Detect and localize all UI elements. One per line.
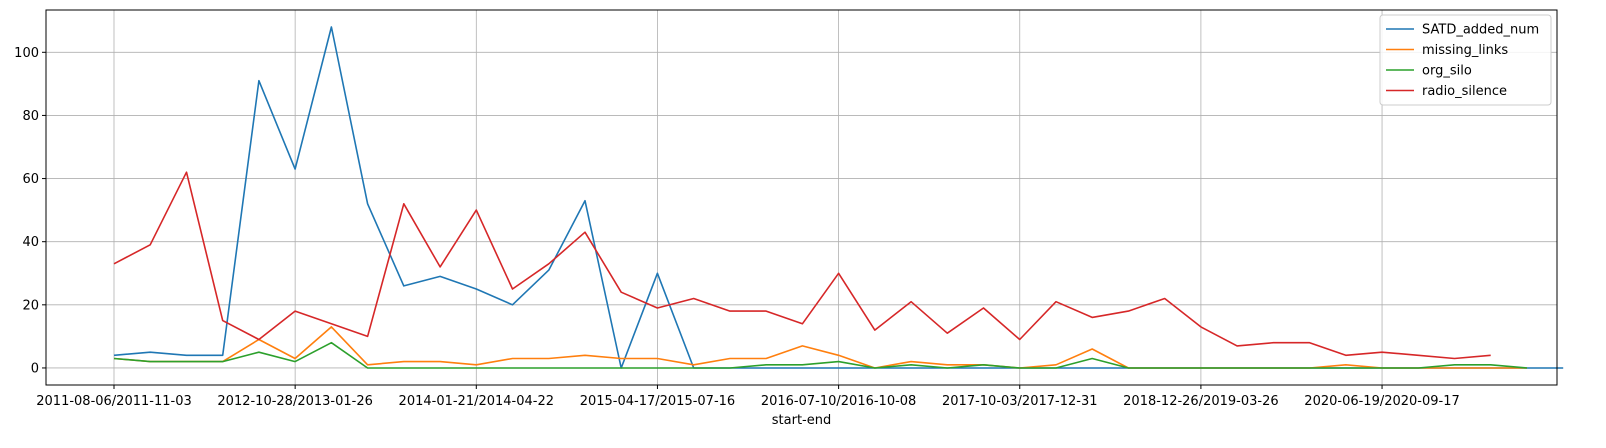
legend-label: org_silo	[1422, 64, 1472, 79]
grid-lines	[46, 10, 1557, 385]
x-tick-label: 2017-10-03/2017-12-31	[942, 394, 1097, 409]
y-tick-label: 80	[22, 109, 39, 124]
series-line-org-silo	[113, 341, 1528, 369]
plot-frame	[45, 9, 1558, 386]
legend-box	[1379, 14, 1552, 106]
y-tick-label: 40	[22, 235, 39, 250]
x-tick-label: 2012-10-28/2013-01-26	[217, 394, 372, 409]
x-tick-label: 2020-06-19/2020-09-17	[1304, 394, 1459, 409]
y-tick-label: 0	[31, 361, 39, 376]
x-tick-label: 2011-08-06/2011-11-03	[36, 394, 191, 409]
x-tick-label: 2016-07-10/2016-10-08	[761, 394, 916, 409]
x-axis-label: start-end	[772, 413, 831, 428]
legend-label: SATD_added_num	[1422, 23, 1539, 38]
legend: SATD_added_num missing_links org_siloradio…	[1379, 14, 1552, 106]
series-lines	[113, 26, 1564, 369]
x-tick-label: 2018-12-26/2019-03-26	[1123, 394, 1278, 409]
y-tick-label: 60	[22, 172, 39, 187]
x-tick-label: 2014-01-21/2014-04-22	[399, 394, 554, 409]
x-tick-label: 2015-04-17/2015-07-16	[580, 394, 735, 409]
series-line-radio-silence	[113, 171, 1491, 360]
legend-label: radio_silence	[1422, 84, 1507, 99]
legend-label: missing_links	[1422, 43, 1508, 58]
y-tick-label: 20	[22, 298, 39, 313]
axis-ticks: 0 20 40 60 80 100 2011-08-06/2011-11-03 2012-10…	[14, 46, 1460, 409]
y-tick-label: 100	[14, 46, 39, 61]
